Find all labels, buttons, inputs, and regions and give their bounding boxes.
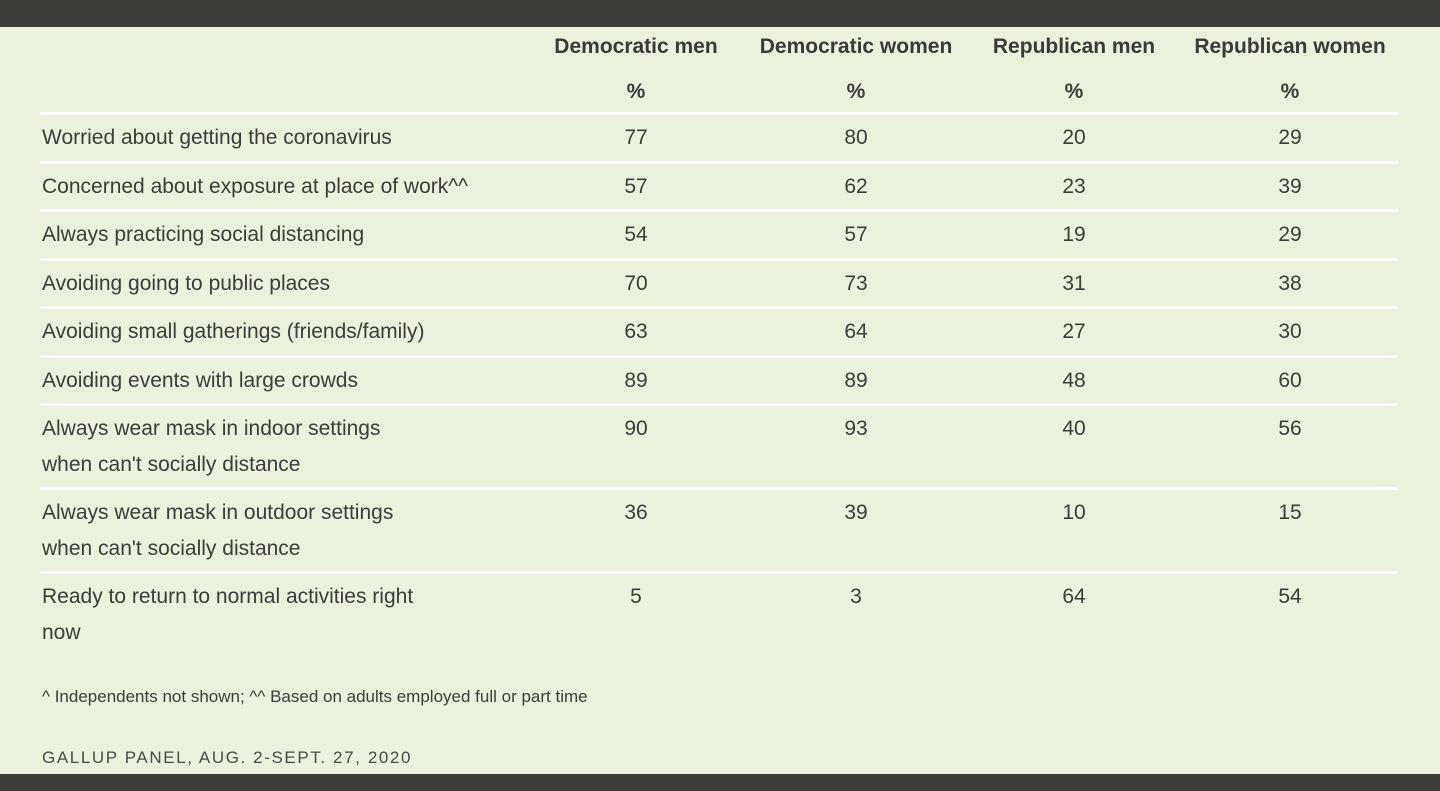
row-divider <box>40 354 1398 358</box>
table-cell: 77 <box>624 126 648 149</box>
table-cell: 39 <box>844 501 868 524</box>
table-cell: 39 <box>1278 174 1302 198</box>
table-cell: 10 <box>1062 501 1086 524</box>
table-cell: 48 <box>1062 368 1086 392</box>
unit-label: % <box>1064 80 1084 103</box>
row-label: Avoiding going to public places <box>42 271 330 295</box>
table-cell: 73 <box>844 271 868 295</box>
table-cell: 30 <box>1278 320 1302 343</box>
column-header-republican-men: Republican men <box>992 35 1156 58</box>
row-divider <box>40 306 1398 309</box>
row-label: Concerned about exposure at place of wor… <box>42 174 468 198</box>
column-header-republican-women: Republican women <box>1194 35 1386 58</box>
table-cell: 70 <box>624 271 648 295</box>
table-cell: 19 <box>1062 223 1086 246</box>
table-panel: Democratic men Democratic women Republic… <box>0 27 1440 774</box>
table-cell: 36 <box>624 501 648 524</box>
row-divider <box>40 257 1398 261</box>
row-divider <box>40 209 1398 212</box>
row-label: Ready to return to normal activities rig… <box>42 585 414 644</box>
table-cell: 57 <box>624 174 648 198</box>
table-cell: 57 <box>844 223 868 246</box>
row-divider <box>40 403 1398 406</box>
row-label: Worried about getting the coronavirus <box>42 126 392 149</box>
table-cell: 29 <box>1278 126 1302 149</box>
unit-label: % <box>846 80 866 103</box>
table-cell: 29 <box>1278 223 1302 246</box>
table-cell: 5 <box>630 585 642 608</box>
table-cell: 31 <box>1062 271 1086 295</box>
column-header-democratic-men: Democratic men <box>554 35 718 58</box>
table-cell: 40 <box>1062 417 1086 440</box>
table-cell: 23 <box>1062 174 1086 198</box>
source-credit: GALLUP PANEL, AUG. 2-SEPT. 27, 2020 <box>42 748 413 767</box>
row-divider <box>40 160 1398 164</box>
row-divider <box>40 571 1398 574</box>
top-bar <box>0 0 1440 27</box>
table-cell: 89 <box>624 368 648 392</box>
footnote: ^ Independents not shown; ^^ Based on ad… <box>42 687 588 706</box>
table-cell: 93 <box>844 417 868 440</box>
table-cell: 3 <box>850 585 862 608</box>
table-cell: 27 <box>1062 320 1086 343</box>
table-cell: 80 <box>844 126 868 149</box>
row-divider <box>40 112 1398 115</box>
unit-label: % <box>626 80 646 103</box>
table-cell: 64 <box>1062 585 1086 608</box>
table-cell: 56 <box>1278 417 1302 440</box>
table-cell: 54 <box>1278 585 1302 608</box>
bottom-bar <box>0 774 1440 791</box>
column-header-democratic-women: Democratic women <box>759 35 953 58</box>
row-label: Always wear mask in outdoor settings whe… <box>42 501 394 560</box>
row-label: Avoiding events with large crowds <box>42 368 358 392</box>
table-cell: 38 <box>1278 271 1302 295</box>
table-cell: 60 <box>1278 368 1302 392</box>
table-cell: 62 <box>844 174 868 198</box>
row-label: Always wear mask in indoor settings when… <box>42 417 381 476</box>
unit-label: % <box>1280 80 1300 103</box>
table-cell: 20 <box>1062 126 1086 149</box>
row-divider <box>40 487 1398 490</box>
table-cell: 64 <box>844 320 868 343</box>
table-cell: 89 <box>844 368 868 392</box>
table-cell: 90 <box>624 417 648 440</box>
row-label: Always practicing social distancing <box>42 223 365 246</box>
table-cell: 54 <box>624 223 648 246</box>
table-cell: 63 <box>624 320 648 343</box>
row-label: Avoiding small gatherings (friends/famil… <box>42 320 425 343</box>
table-cell: 15 <box>1278 501 1302 524</box>
